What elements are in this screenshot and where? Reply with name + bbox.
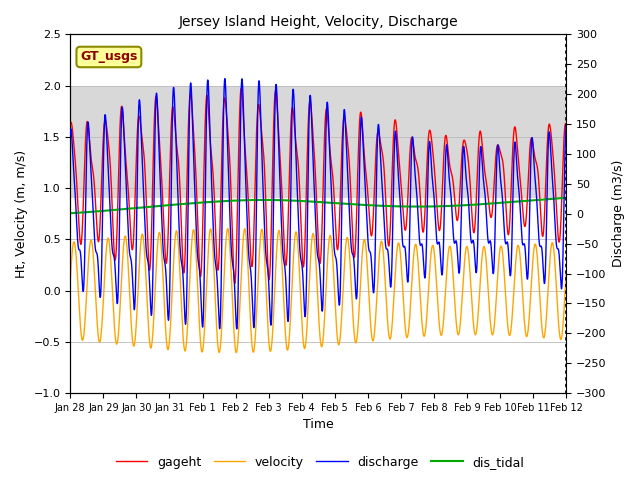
velocity bbox=[232, 350, 240, 356]
discharge bbox=[360, 158, 368, 164]
gageht bbox=[563, 123, 570, 129]
velocity bbox=[67, 277, 74, 283]
dis_tidal bbox=[67, 210, 74, 216]
discharge bbox=[221, 76, 228, 82]
discharge bbox=[461, 151, 468, 156]
Text: GT_usgs: GT_usgs bbox=[80, 50, 138, 63]
gageht bbox=[67, 122, 74, 128]
discharge bbox=[233, 326, 241, 332]
gageht bbox=[246, 237, 254, 243]
discharge bbox=[434, 240, 442, 246]
dis_tidal bbox=[360, 202, 367, 208]
Line: gageht: gageht bbox=[70, 88, 566, 284]
gageht bbox=[237, 85, 245, 91]
velocity bbox=[224, 226, 232, 231]
gageht bbox=[92, 195, 99, 201]
Legend: gageht, velocity, discharge, dis_tidal: gageht, velocity, discharge, dis_tidal bbox=[111, 451, 529, 474]
gageht bbox=[434, 219, 442, 225]
dis_tidal bbox=[381, 203, 389, 209]
velocity bbox=[381, 284, 389, 289]
Line: velocity: velocity bbox=[70, 228, 566, 353]
Title: Jersey Island Height, Velocity, Discharge: Jersey Island Height, Velocity, Discharg… bbox=[179, 15, 458, 29]
velocity bbox=[563, 268, 570, 274]
discharge bbox=[381, 241, 389, 247]
Line: dis_tidal: dis_tidal bbox=[70, 198, 566, 213]
gageht bbox=[461, 137, 468, 143]
discharge bbox=[563, 122, 570, 128]
discharge bbox=[67, 132, 74, 138]
Y-axis label: Discharge (m3/s): Discharge (m3/s) bbox=[612, 160, 625, 267]
dis_tidal bbox=[92, 209, 99, 215]
Line: discharge: discharge bbox=[70, 79, 566, 329]
velocity bbox=[461, 259, 468, 264]
Y-axis label: Ht, Velocity (m, m/s): Ht, Velocity (m, m/s) bbox=[15, 150, 28, 278]
dis_tidal bbox=[461, 203, 468, 208]
velocity bbox=[434, 305, 442, 311]
dis_tidal bbox=[563, 195, 570, 201]
velocity bbox=[92, 286, 99, 291]
gageht bbox=[360, 146, 368, 152]
gageht bbox=[381, 192, 389, 198]
velocity bbox=[246, 308, 254, 313]
dis_tidal bbox=[246, 197, 253, 203]
discharge bbox=[92, 245, 99, 251]
X-axis label: Time: Time bbox=[303, 419, 333, 432]
Bar bbox=[70, 85, 566, 198]
dis_tidal bbox=[434, 204, 442, 209]
discharge bbox=[246, 262, 254, 268]
gageht bbox=[231, 281, 239, 287]
velocity bbox=[360, 238, 368, 243]
